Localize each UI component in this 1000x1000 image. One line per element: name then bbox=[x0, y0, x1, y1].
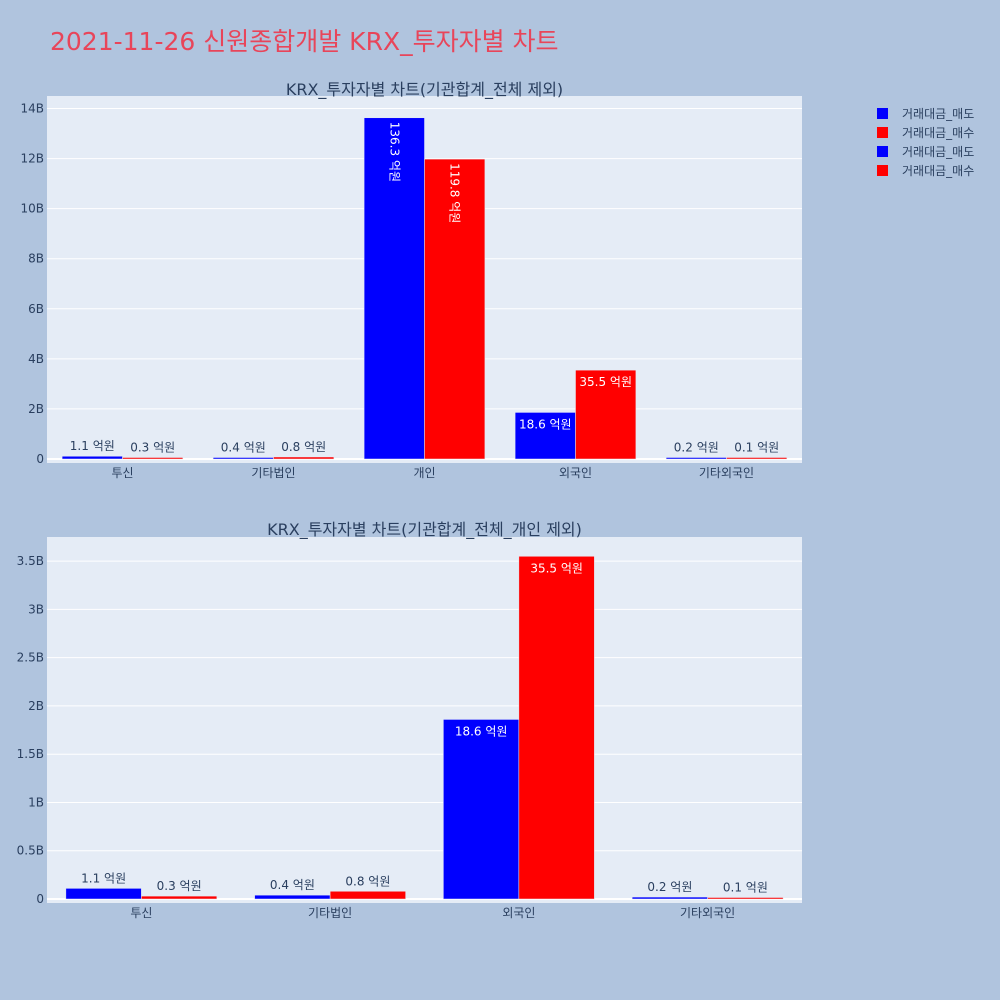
bar bbox=[424, 158, 486, 460]
y-tick-label: 2B bbox=[28, 699, 44, 713]
data-label: 136.3 억원 bbox=[387, 122, 401, 182]
data-label: 0.3 억원 bbox=[130, 441, 175, 455]
bar bbox=[122, 457, 184, 460]
chart-title: KRX_투자자별 차트(기관합계_전체 제외) bbox=[286, 80, 563, 100]
chart-1: 0 2B 4B 6B 8B 10B 12B 14B KRX_투자자별 차트(기관합계_전체 제외… bbox=[20, 80, 802, 480]
y-tick-label: 2.5B bbox=[17, 651, 44, 665]
data-label: 0.2 억원 bbox=[647, 880, 692, 894]
bar bbox=[443, 719, 520, 900]
x-tick-label: 투신 bbox=[111, 466, 133, 480]
data-label: 1.1 억원 bbox=[81, 871, 126, 885]
y-tick-label: 3.5B bbox=[17, 554, 44, 568]
data-label: 35.5 억원 bbox=[530, 561, 583, 575]
x-tick-label: 기타법인 bbox=[251, 466, 295, 480]
bar bbox=[575, 369, 637, 460]
bar bbox=[518, 556, 595, 900]
y-tick-label: 14B bbox=[20, 102, 44, 116]
data-label: 0.2 억원 bbox=[674, 441, 719, 455]
y-tick-label: 2B bbox=[28, 402, 44, 416]
data-label: 35.5 억원 bbox=[579, 375, 632, 389]
plot-area bbox=[47, 537, 802, 903]
chart-2: 0 0.5B 1B 1.5B 2B 2.5B 3B 3.5B KRX_투자자별 차트(기관합계_… bbox=[17, 520, 802, 920]
x-tick-label: 외국인 bbox=[502, 906, 535, 920]
bar bbox=[665, 457, 727, 460]
bar bbox=[65, 888, 142, 900]
x-tick-label: 기타외국인 bbox=[680, 906, 735, 920]
data-label: 18.6 억원 bbox=[455, 724, 508, 738]
y-tick-label: 10B bbox=[20, 202, 44, 216]
bar bbox=[141, 895, 218, 900]
page-title: 2021-11-26 신원종합개발 KRX_투자자별 차트 bbox=[50, 27, 559, 56]
legend-label: 거래대금_매도 bbox=[902, 145, 974, 159]
bar bbox=[363, 117, 425, 460]
bar bbox=[212, 457, 274, 460]
data-label: 0.1 억원 bbox=[723, 881, 768, 895]
x-tick-label: 기타외국인 bbox=[699, 466, 754, 480]
bar bbox=[726, 457, 788, 460]
data-label: 0.8 억원 bbox=[281, 440, 326, 454]
legend-label: 거래대금_매수 bbox=[902, 164, 974, 178]
x-tick-label: 외국인 bbox=[559, 466, 592, 480]
legend-swatch bbox=[877, 108, 888, 119]
y-tick-label: 12B bbox=[20, 152, 44, 166]
chart-title: KRX_투자자별 차트(기관합계_전체_개인 제외) bbox=[267, 520, 582, 540]
legend-label: 거래대금_매수 bbox=[902, 126, 974, 140]
x-tick-label: 개인 bbox=[413, 466, 435, 480]
legend-swatch bbox=[877, 127, 888, 138]
bar bbox=[631, 896, 708, 900]
y-tick-label: 4B bbox=[28, 352, 44, 366]
y-tick-label: 8B bbox=[28, 252, 44, 266]
y-tick-label: 1B bbox=[28, 795, 44, 809]
data-label: 0.3 억원 bbox=[157, 879, 202, 893]
bar bbox=[61, 455, 123, 460]
bar bbox=[514, 412, 576, 460]
legend-swatch bbox=[877, 165, 888, 176]
x-tick-label: 투신 bbox=[130, 906, 152, 920]
data-label: 0.4 억원 bbox=[221, 441, 266, 455]
data-label: 1.1 억원 bbox=[70, 439, 115, 453]
legend-label: 거래대금_매도 bbox=[902, 107, 974, 121]
bar bbox=[254, 894, 331, 900]
bar bbox=[329, 891, 406, 900]
bar bbox=[707, 897, 784, 900]
data-label: 18.6 억원 bbox=[519, 417, 572, 431]
data-label: 0.4 억원 bbox=[270, 878, 315, 892]
y-tick-label: 3B bbox=[28, 602, 44, 616]
y-tick-label: 0.5B bbox=[17, 844, 44, 858]
x-tick-label: 기타법인 bbox=[308, 906, 352, 920]
data-label: 0.1 억원 bbox=[734, 441, 779, 455]
y-tick-label: 6B bbox=[28, 302, 44, 316]
y-tick-label: 0 bbox=[36, 892, 44, 906]
legend-swatch bbox=[877, 146, 888, 157]
data-label: 0.8 억원 bbox=[345, 874, 390, 888]
bar bbox=[273, 456, 335, 460]
data-label: 119.8 억원 bbox=[448, 163, 462, 223]
y-tick-label: 1.5B bbox=[17, 747, 44, 761]
y-tick-label: 0 bbox=[36, 452, 44, 466]
